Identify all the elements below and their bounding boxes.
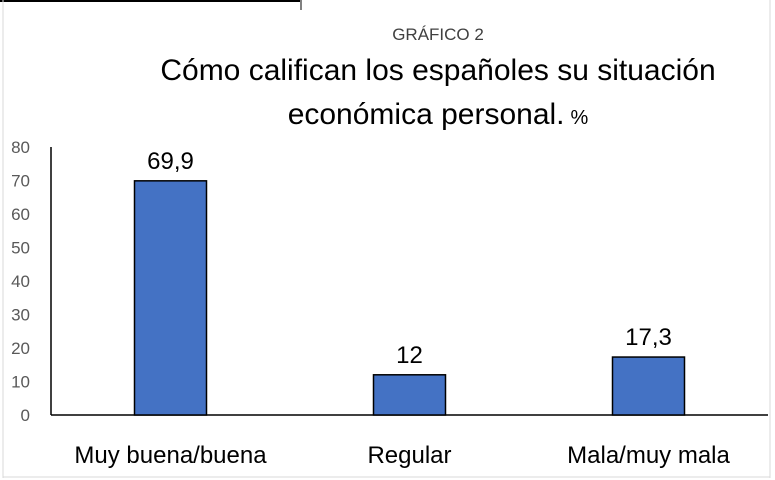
y-tick-label-20: 20 xyxy=(11,339,30,358)
data-label-1: 69,9 xyxy=(147,148,194,175)
y-tick-label-30: 30 xyxy=(11,306,30,325)
y-tick-labels: 0 10 20 30 40 50 60 70 80 xyxy=(11,138,30,425)
y-tick-label-10: 10 xyxy=(11,373,30,392)
chart-title-suffix: % xyxy=(571,107,589,129)
category-label-2: Regular xyxy=(367,442,451,469)
chart-title-line1: Cómo califican los españoles su situació… xyxy=(160,54,715,87)
category-labels: Muy buena/buena Regular Mala/muy mala xyxy=(74,442,730,469)
chart-supertitle: GRÁFICO 2 xyxy=(392,25,484,44)
category-label-3: Mala/muy mala xyxy=(567,442,730,469)
y-tick-label-0: 0 xyxy=(21,406,30,425)
y-tick-label-40: 40 xyxy=(11,272,30,291)
chart-title-line2: económica personal.% xyxy=(288,98,589,131)
chart-title-line2-text: económica personal. xyxy=(288,98,565,131)
bar-1 xyxy=(133,180,208,416)
data-label-3: 17,3 xyxy=(625,324,672,351)
data-label-2: 12 xyxy=(396,342,423,369)
category-label-1: Muy buena/buena xyxy=(74,442,267,469)
data-labels: 69,9 12 17,3 xyxy=(147,148,672,369)
y-tick-label-70: 70 xyxy=(11,172,30,191)
y-tick-label-80: 80 xyxy=(11,138,30,157)
y-tick-label-60: 60 xyxy=(11,205,30,224)
bar-2 xyxy=(372,374,447,416)
y-tick-label-50: 50 xyxy=(11,239,30,258)
bars xyxy=(133,180,686,416)
bar-3 xyxy=(611,356,686,416)
